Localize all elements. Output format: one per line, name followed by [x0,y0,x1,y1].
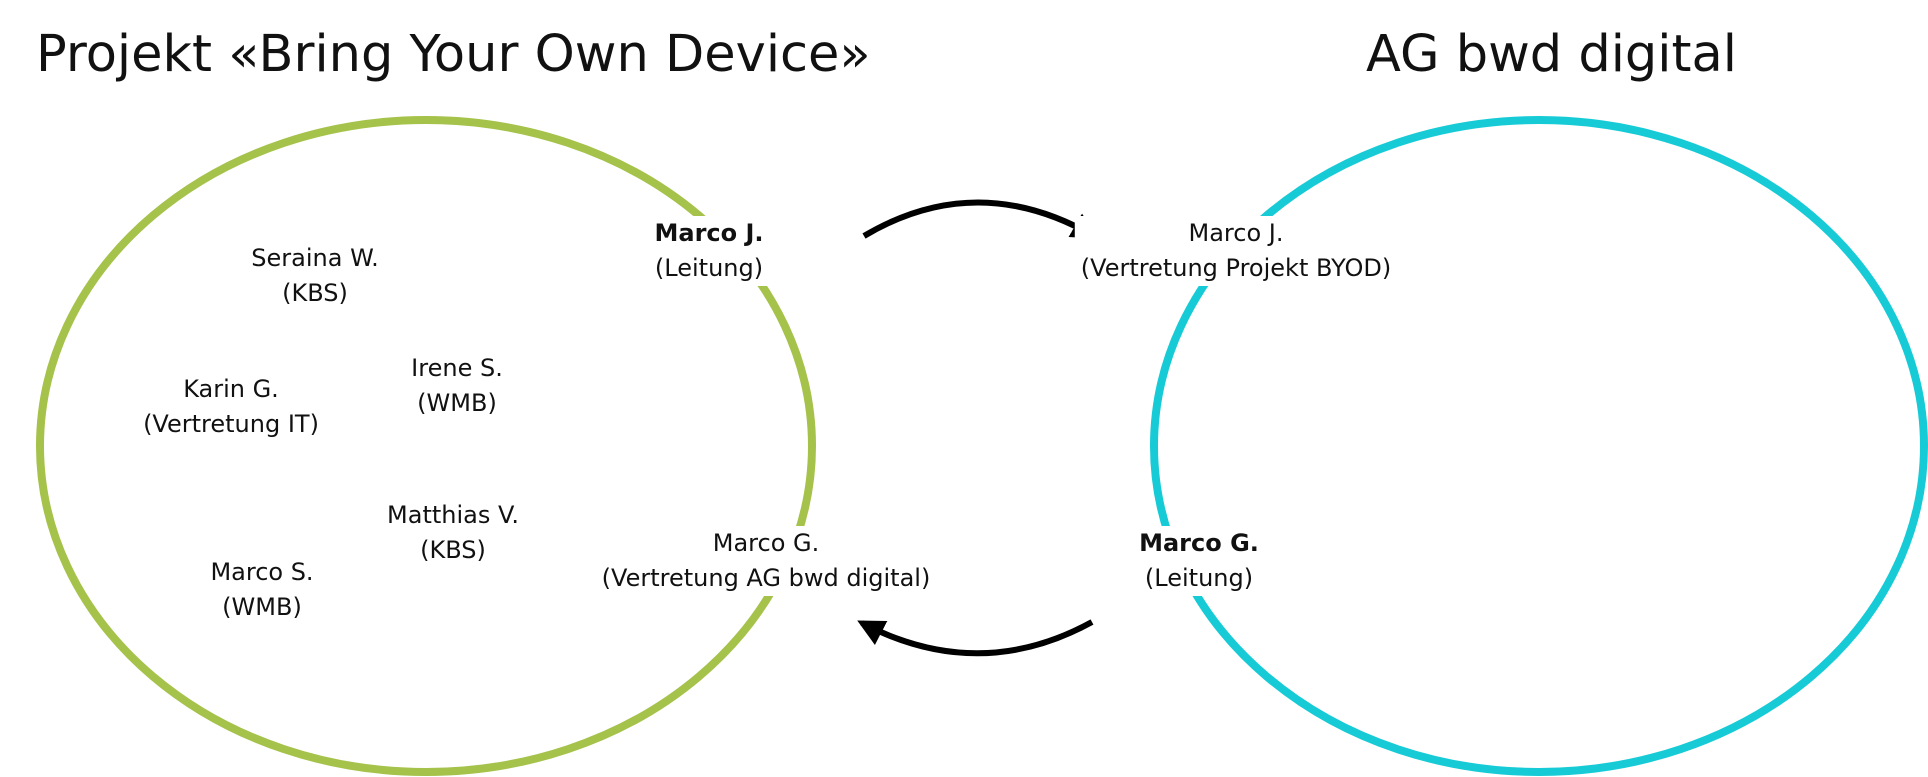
right-lead-marco-g: Marco G. (Leitung) [1133,526,1265,596]
member-name: Irene S. [411,354,503,382]
lead-name: Marco G. [1139,529,1259,557]
member-marco-s: Marco S. (WMB) [204,555,319,625]
project-byod-ellipse [36,116,816,776]
member-irene-s: Irene S. (WMB) [405,351,509,421]
member-role: (KBS) [420,536,486,564]
member-seraina-w: Seraina W. (KBS) [245,241,384,311]
arrow-lead-back-to-representative [857,619,1094,657]
member-name: Marco S. [210,558,314,586]
left-lead-marco-j: Marco J. (Leitung) [648,216,770,286]
lead-name: Marco J. [654,219,764,247]
lead-role: (Leitung) [1144,564,1254,592]
left-representative-marco-g: Marco G. (Vertretung AG bwd digital) [595,526,937,596]
right-representative-marco-j: Marco J. (Vertretung Projekt BYOD) [1074,216,1398,286]
ag-bwd-digital-ellipse [1150,116,1928,776]
representative-role: (Vertretung AG bwd digital) [601,564,931,592]
arrow-lead-to-representative [862,199,1099,239]
member-karin-g: Karin G. (Vertretung IT) [137,372,325,442]
member-role: (Vertretung IT) [143,410,319,438]
member-matthias-v: Matthias V. (KBS) [381,498,525,568]
member-name: Matthias V. [387,501,519,529]
representative-name: Marco G. [712,529,820,557]
member-role: (WMB) [222,593,302,621]
title-ag-bwd-digital: AG bwd digital [1366,25,1737,84]
representative-name: Marco J. [1188,219,1284,247]
lead-role: (Leitung) [654,254,764,282]
representative-role: (Vertretung Projekt BYOD) [1080,254,1392,282]
member-name: Seraina W. [251,244,379,272]
member-role: (WMB) [417,389,497,417]
title-project-byod: Projekt «Bring Your Own Device» [36,25,871,84]
member-name: Karin G. [183,375,279,403]
member-role: (KBS) [282,279,348,307]
